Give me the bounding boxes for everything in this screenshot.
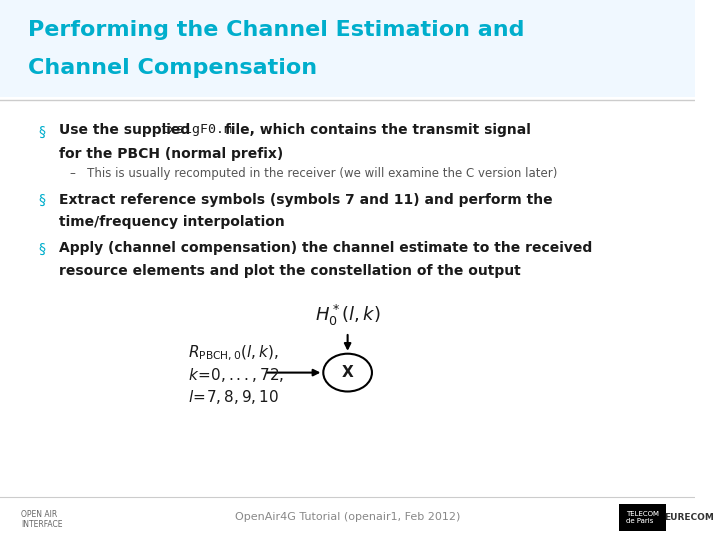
Text: Use the supplied: Use the supplied [59, 123, 195, 137]
Text: resource elements and plot the constellation of the output: resource elements and plot the constella… [59, 264, 521, 278]
Text: TELECOM
de Paris: TELECOM de Paris [626, 511, 659, 524]
Text: for the PBCH (normal prefix): for the PBCH (normal prefix) [59, 147, 284, 161]
Text: X: X [342, 365, 354, 380]
Text: Apply (channel compensation) the channel estimate to the received: Apply (channel compensation) the channel… [59, 241, 593, 255]
Text: $l\!=\!7,8,9,10$: $l\!=\!7,8,9,10$ [188, 388, 279, 406]
Text: $R_{\mathrm{PBCH,0}}(l,k),$: $R_{\mathrm{PBCH,0}}(l,k),$ [188, 344, 279, 363]
Text: –   This is usually recomputed in the receiver (we will examine the C version la: – This is usually recomputed in the rece… [70, 167, 557, 180]
Text: §: § [38, 241, 45, 255]
Text: OpenAir4G Tutorial (openair1, Feb 2012): OpenAir4G Tutorial (openair1, Feb 2012) [235, 512, 460, 522]
Text: $k\!=\!0,...,72,$: $k\!=\!0,...,72,$ [188, 366, 284, 384]
Text: Channel Compensation: Channel Compensation [28, 57, 317, 78]
Text: Performing the Channel Estimation and: Performing the Channel Estimation and [28, 19, 524, 40]
Text: §: § [38, 193, 45, 207]
Text: OPEN AIR
INTERFACE: OPEN AIR INTERFACE [21, 510, 63, 529]
Text: $H^*_0(l,k)$: $H^*_0(l,k)$ [315, 303, 380, 328]
Text: txsigF0.m: txsigF0.m [160, 123, 232, 136]
Text: TELECOM
de Paris: TELECOM de Paris [626, 511, 659, 524]
Text: Extract reference symbols (symbols 7 and 11) and perform the: Extract reference symbols (symbols 7 and… [59, 193, 553, 207]
Text: §: § [38, 125, 45, 139]
Text: time/frequency interpolation: time/frequency interpolation [59, 215, 285, 230]
Text: EURECOM: EURECOM [664, 513, 714, 522]
Text: file, which contains the transmit signal: file, which contains the transmit signal [220, 123, 531, 137]
FancyBboxPatch shape [0, 0, 696, 97]
